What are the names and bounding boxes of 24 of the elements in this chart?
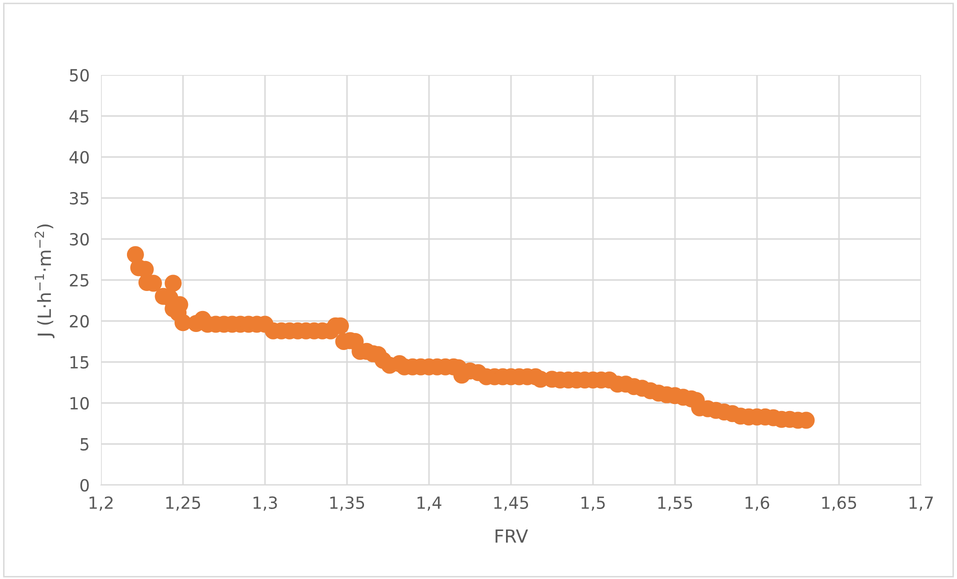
y-tick-label: 35 xyxy=(70,192,88,205)
x-tick-label: 1,7 xyxy=(910,496,933,511)
x-tick-label: 1,5 xyxy=(582,496,605,511)
y-tick-label: 45 xyxy=(69,110,88,123)
y-tick-label: 40 xyxy=(69,150,89,164)
x-tick-label: 1,3 xyxy=(254,496,277,511)
x-tick-label: 1,25 xyxy=(166,496,200,511)
x-tick-label: 1,65 xyxy=(822,496,856,511)
x-tick-label: 1,4 xyxy=(418,496,442,511)
x-axis-title: FRV xyxy=(496,529,528,543)
y-tick-label: 15 xyxy=(70,356,88,369)
x-tick-label: 1,6 xyxy=(746,496,770,511)
x-tick-label: 1,2 xyxy=(90,496,113,511)
y-tick-label: 10 xyxy=(70,396,89,410)
y-tick-label: 50 xyxy=(70,68,89,82)
y-tick-label: 0 xyxy=(80,478,89,492)
y-axis-title: J (L·h$^{−1}$·m$^{−2}$) xyxy=(34,224,54,338)
y-tick-label: 25 xyxy=(70,274,88,287)
x-tick-label: 1,45 xyxy=(494,496,528,511)
y-tick-label: 30 xyxy=(70,232,89,246)
y-tick-label: 5 xyxy=(80,438,88,451)
y-tick-label: 20 xyxy=(70,314,89,328)
x-tick-label: 1,35 xyxy=(330,496,364,511)
x-tick-label: 1,55 xyxy=(658,496,692,511)
